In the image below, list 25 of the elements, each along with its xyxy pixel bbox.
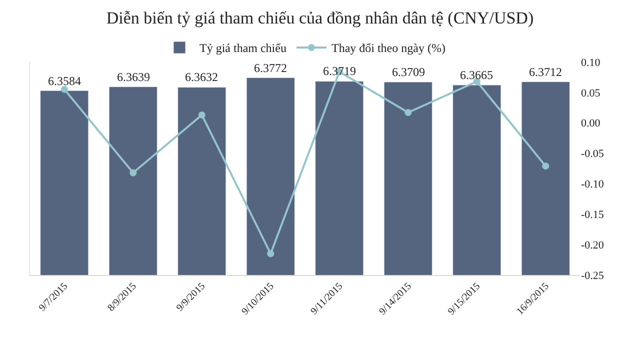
y2-tick-label: 0.00	[581, 118, 601, 130]
y2-tick-label: -0.15	[581, 208, 604, 221]
data-label: 6.3632	[185, 70, 218, 84]
data-label: 6.3772	[254, 61, 287, 75]
chart-title: Diễn biến tỷ giá tham chiếu của đồng nhân dân tệ (CNY/USD)	[106, 8, 534, 28]
point	[404, 109, 412, 116]
legend-label: Tỷ giá tham chiếu	[200, 41, 286, 56]
y2-tick-label: -0.20	[581, 239, 604, 252]
data-label: 6.3709	[392, 65, 425, 79]
point	[198, 111, 206, 118]
y2-tick-label: 0.05	[581, 87, 601, 100]
y2-tick-label: -0.10	[581, 178, 604, 191]
y2-tick-label: -0.25	[581, 270, 604, 282]
point	[267, 250, 274, 258]
y2-tick-label: -0.05	[581, 148, 604, 160]
point	[60, 86, 68, 93]
legend-label: Thay đổi theo ngày (%)	[331, 41, 446, 56]
point	[542, 162, 550, 170]
data-label: 6.3719	[323, 64, 356, 78]
point	[130, 169, 137, 176]
data-label: 6.3584	[48, 74, 81, 88]
y2-tick-label: 0.10	[581, 56, 601, 69]
data-label: 6.3665	[460, 68, 493, 82]
data-label: 6.3639	[117, 70, 150, 84]
data-label: 6.3712	[529, 65, 562, 79]
